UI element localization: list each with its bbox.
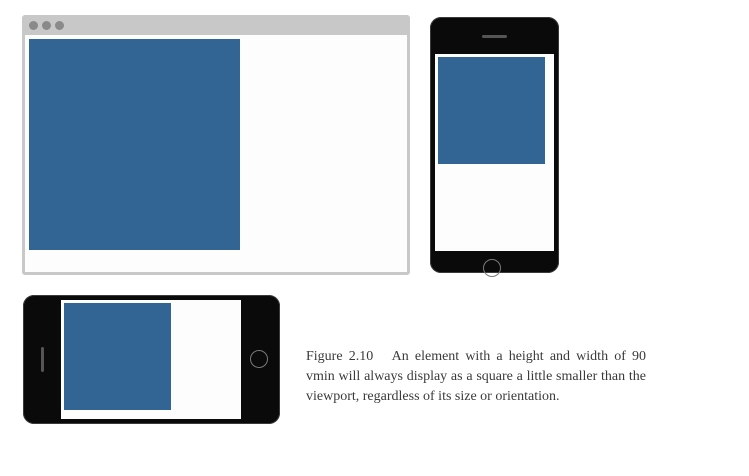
phone-portrait [430, 17, 559, 277]
browser-window [22, 15, 410, 275]
browser-viewport [25, 35, 407, 272]
window-dot-icon [42, 21, 51, 30]
phone-speaker-icon [41, 347, 44, 372]
phone-landscape-viewport [61, 300, 241, 419]
home-button-icon [250, 350, 268, 368]
window-dot-icon [29, 21, 38, 30]
browser-title-bar [25, 18, 407, 35]
figure-label: Figure 2.10 [306, 349, 374, 364]
phone-portrait-viewport [435, 54, 554, 251]
figure-caption: Figure 2.10 An element with a height and… [306, 347, 646, 407]
vmin-square [64, 303, 171, 410]
vmin-square [29, 39, 240, 250]
vmin-square [438, 57, 545, 164]
phone-landscape [23, 295, 280, 424]
home-button-icon [483, 259, 501, 277]
figure-caption-text: An element with a height and width of 90… [306, 349, 647, 404]
window-dot-icon [55, 21, 64, 30]
phone-speaker-icon [482, 35, 507, 38]
